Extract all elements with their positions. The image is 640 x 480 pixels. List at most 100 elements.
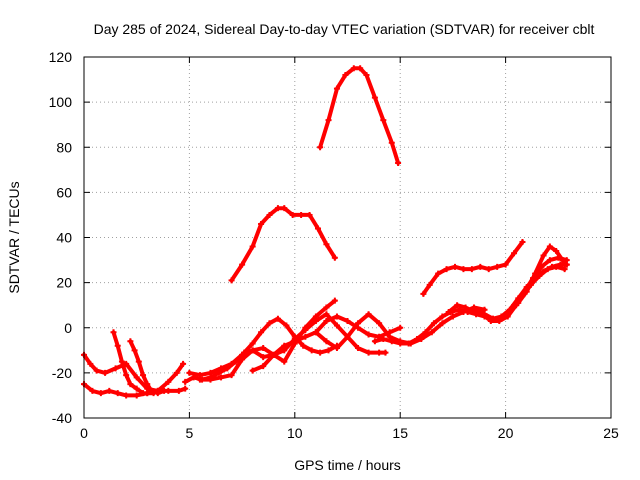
data-point xyxy=(218,365,225,372)
data-point xyxy=(228,372,235,379)
data-point xyxy=(239,356,246,363)
data-point xyxy=(148,387,155,394)
data-point xyxy=(325,117,332,124)
data-point xyxy=(511,250,518,257)
data-point xyxy=(371,338,378,345)
data-point xyxy=(380,117,387,124)
x-tick-label: 0 xyxy=(80,425,88,441)
data-point xyxy=(323,241,330,248)
data-point xyxy=(355,320,362,327)
x-tick-label: 15 xyxy=(392,425,408,441)
data-point xyxy=(333,313,340,320)
data-point xyxy=(430,320,437,327)
data-point xyxy=(546,257,553,264)
plot-series xyxy=(81,65,570,399)
data-point xyxy=(144,381,151,388)
data-point xyxy=(306,211,313,218)
data-point xyxy=(331,254,338,261)
data-point xyxy=(283,322,290,329)
data-point xyxy=(331,297,338,304)
data-point xyxy=(207,376,214,383)
data-point xyxy=(365,349,372,356)
data-point xyxy=(323,317,330,324)
data-point xyxy=(186,369,193,376)
data-point xyxy=(123,372,130,379)
data-point xyxy=(291,338,298,345)
data-point xyxy=(468,266,475,273)
data-point xyxy=(333,85,340,92)
data-point xyxy=(527,281,534,288)
data-point xyxy=(317,349,324,356)
data-point xyxy=(182,385,189,392)
data-point xyxy=(355,345,362,352)
data-point xyxy=(302,333,309,340)
data-point xyxy=(260,345,267,352)
data-point xyxy=(546,243,553,250)
data-point xyxy=(536,272,543,279)
series-arc-a xyxy=(82,352,186,393)
data-point xyxy=(426,281,433,288)
data-point xyxy=(161,387,168,394)
data-point xyxy=(175,387,182,394)
data-point xyxy=(131,347,138,354)
data-point xyxy=(561,266,568,273)
data-point xyxy=(274,205,281,212)
x-tick-label: 20 xyxy=(498,425,514,441)
data-point xyxy=(481,311,488,318)
data-point xyxy=(333,322,340,329)
data-point xyxy=(376,349,383,356)
data-point xyxy=(281,342,288,349)
data-point xyxy=(452,263,459,270)
data-point xyxy=(274,315,281,322)
data-point xyxy=(494,263,501,270)
data-point xyxy=(365,311,372,318)
x-axis-label: GPS time / hours xyxy=(294,457,401,473)
data-point xyxy=(302,327,309,334)
data-point xyxy=(133,392,140,399)
series-arc-k xyxy=(421,240,525,296)
data-point xyxy=(532,270,539,277)
data-point xyxy=(93,367,100,374)
chart-title: Day 285 of 2024, Sidereal Day-to-day VTE… xyxy=(94,21,595,37)
data-point xyxy=(460,266,467,273)
data-point xyxy=(281,205,288,212)
data-point xyxy=(102,369,109,376)
data-point xyxy=(207,369,214,376)
data-point xyxy=(228,277,235,284)
y-tick-label: -20 xyxy=(52,365,72,381)
data-point xyxy=(395,160,402,167)
data-point xyxy=(140,372,147,379)
data-point xyxy=(397,340,404,347)
data-point xyxy=(357,65,364,72)
data-point xyxy=(300,342,307,349)
data-point xyxy=(477,263,484,270)
data-point xyxy=(298,211,305,218)
data-point xyxy=(314,225,321,232)
y-tick-label: 80 xyxy=(56,139,72,155)
data-point xyxy=(289,211,296,218)
data-point xyxy=(239,261,246,268)
data-point xyxy=(553,263,560,270)
data-point xyxy=(485,266,492,273)
data-point xyxy=(114,390,121,397)
data-point xyxy=(502,261,509,268)
y-axis-label: SDTVAR / TECUs xyxy=(6,181,22,293)
data-point xyxy=(249,243,256,250)
axis-ticks xyxy=(83,56,612,419)
data-point xyxy=(445,308,452,315)
data-point xyxy=(258,220,265,227)
data-point xyxy=(258,329,265,336)
data-point xyxy=(382,349,389,356)
data-point xyxy=(563,261,570,268)
y-tick-label: 40 xyxy=(56,230,72,246)
data-point xyxy=(344,333,351,340)
data-point xyxy=(249,347,256,354)
data-point xyxy=(323,304,330,311)
y-tick-label: 100 xyxy=(49,94,73,110)
data-point xyxy=(127,338,134,345)
data-point xyxy=(97,390,104,397)
data-point xyxy=(308,347,315,354)
data-point xyxy=(462,304,469,311)
data-point xyxy=(325,347,332,354)
data-point xyxy=(281,358,288,365)
